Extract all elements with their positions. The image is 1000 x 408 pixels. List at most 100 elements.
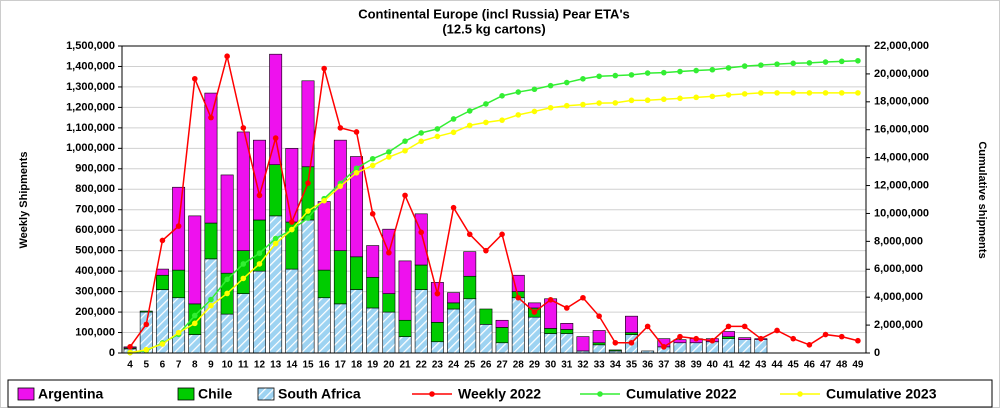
line-marker (580, 101, 586, 108)
bar-segment (269, 164, 283, 217)
line-marker (644, 323, 651, 330)
line-marker (661, 344, 667, 350)
line-marker (774, 90, 780, 96)
legend-label: Argentina (38, 386, 104, 402)
line-marker (628, 72, 635, 78)
bar-segment (333, 250, 347, 305)
line-marker (693, 335, 699, 342)
line-marker (256, 250, 263, 257)
line-marker (256, 192, 263, 199)
x-tick-label: 22 (416, 360, 428, 371)
x-tick-label: 9 (208, 360, 214, 371)
bar-segment (495, 342, 509, 354)
legend-swatch (257, 387, 275, 401)
bar-segment (139, 311, 153, 354)
line-marker (531, 86, 538, 93)
legend-label: Weekly 2022 (458, 386, 541, 402)
line-marker (741, 323, 748, 330)
x-tick-label: 18 (351, 360, 363, 371)
bar-segment (350, 156, 363, 258)
bar-segment (350, 256, 363, 290)
y2-tick-label: 14,000,000 (874, 152, 929, 164)
bar-segment (560, 329, 574, 334)
line-marker (822, 90, 829, 96)
bar-segment (722, 331, 735, 337)
line-marker (369, 162, 376, 169)
bar-segment (204, 222, 218, 260)
bar-segment (155, 268, 169, 276)
bar-segment (188, 215, 202, 305)
line-marker (289, 226, 295, 233)
line-marker (402, 147, 408, 154)
bar-segment (738, 337, 752, 340)
bar-segment (479, 324, 493, 354)
line-marker (677, 68, 683, 75)
line-marker (612, 339, 619, 346)
line-marker (563, 79, 570, 86)
line-marker (725, 92, 732, 98)
line-marker (159, 237, 166, 244)
bar-segment (592, 342, 606, 346)
bar-segment (414, 264, 428, 290)
x-tick-label: 6 (160, 360, 166, 371)
x-tick-label: 25 (464, 360, 476, 371)
x-tick-label: 12 (254, 360, 266, 371)
line-marker (515, 89, 522, 95)
line-marker (208, 296, 214, 303)
line-marker (434, 290, 441, 297)
x-tick-label: 24 (448, 360, 460, 371)
line-marker (208, 114, 214, 121)
line-marker (224, 276, 230, 283)
line-marker (677, 333, 683, 340)
line-marker (693, 94, 699, 101)
x-tick-label: 26 (480, 360, 492, 371)
line-marker (353, 129, 360, 135)
y-tick-label: 200,000 (75, 306, 115, 318)
bar-segment (592, 344, 606, 354)
bar-segment (220, 313, 234, 354)
line-marker (790, 60, 797, 67)
line-marker (305, 208, 311, 214)
line-marker (531, 309, 538, 315)
bar-segment (447, 308, 461, 354)
line-marker (790, 335, 797, 342)
x-tick-label: 29 (529, 360, 541, 371)
y2-tick-label: 4,000,000 (874, 291, 923, 303)
bar-segment (188, 334, 202, 354)
line-marker (369, 155, 376, 162)
line (129, 56, 859, 348)
bar-segment (317, 297, 331, 354)
bar-segment (236, 131, 250, 251)
line-marker (563, 102, 570, 109)
x-tick-label: 48 (836, 360, 848, 371)
y2-tick-label: 6,000,000 (874, 263, 923, 275)
bar-segment (382, 311, 396, 354)
line-marker (272, 240, 279, 247)
line-marker (256, 261, 263, 267)
line-marker (337, 125, 344, 131)
x-tick-label: 14 (286, 360, 298, 371)
line-marker (612, 72, 619, 79)
line-marker (369, 211, 376, 217)
bar-segment (317, 269, 331, 299)
bar-segment (592, 330, 606, 344)
bar-segment (172, 269, 186, 299)
line-marker (758, 62, 764, 68)
line-marker (272, 235, 279, 242)
line-marker (822, 331, 829, 338)
y-tick-label: 600,000 (75, 224, 115, 236)
line-marker (709, 337, 716, 344)
bar-segment (722, 338, 735, 354)
line-marker (191, 312, 198, 319)
x-tick-label: 46 (804, 360, 816, 371)
line-marker (580, 294, 586, 301)
line-marker (644, 70, 651, 76)
line-marker (321, 65, 327, 72)
bar-segment (560, 323, 574, 330)
bar-segment (366, 276, 380, 309)
line-marker (418, 130, 425, 136)
line-marker (466, 108, 473, 114)
line-marker (289, 219, 295, 225)
line-marker (822, 59, 829, 65)
line-marker (547, 104, 554, 111)
